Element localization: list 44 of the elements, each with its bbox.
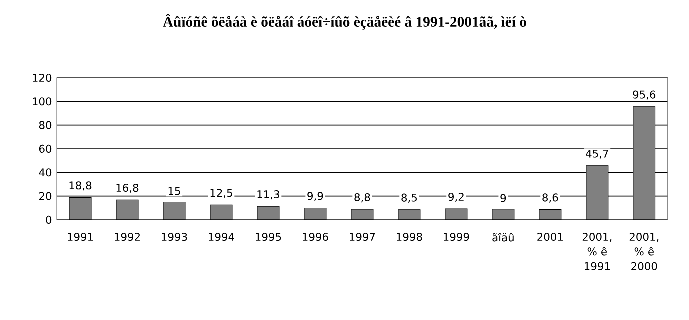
x-tick-label: 1996 [303, 233, 328, 242]
x-tick-label: ãîäû [492, 233, 514, 242]
x-tick-label: 1999 [444, 233, 470, 242]
data-label: 8,8 [354, 193, 370, 203]
bar [163, 202, 186, 220]
y-tick-label: 100 [33, 98, 52, 106]
data-label: 8,5 [402, 194, 417, 203]
bar [539, 210, 562, 220]
bar [398, 210, 421, 220]
x-tick-label: 1998 [397, 233, 422, 242]
data-label: 9 [500, 194, 506, 202]
bar [445, 208, 468, 220]
bar [210, 204, 233, 220]
x-tick-label: 2001, % ê 2000 [630, 233, 659, 270]
x-tick-label: 1993 [162, 233, 188, 242]
y-tick-label: 0 [46, 216, 52, 224]
x-tick-label: 1994 [209, 233, 234, 242]
x-tick-label: 1997 [350, 233, 376, 242]
data-label: 95,6 [633, 90, 656, 100]
data-label: 15 [168, 187, 180, 196]
bar [116, 200, 139, 220]
bar [492, 209, 515, 220]
data-label: 9,9 [308, 192, 324, 202]
y-tick-label: 120 [33, 74, 52, 82]
data-label: 9,2 [448, 193, 464, 202]
y-tick-label: 80 [39, 121, 52, 130]
x-tick-label: 1991 [68, 233, 94, 242]
data-label: 16,8 [116, 184, 139, 194]
bar [304, 208, 327, 220]
data-label: 8,6 [542, 194, 558, 203]
y-tick-label: 40 [39, 168, 52, 177]
data-label: 45,7 [586, 150, 608, 159]
data-label: 12,5 [210, 189, 232, 198]
bar [257, 206, 280, 220]
chart-title: Âûïóñê õëåáà è õëåáî áóëî÷íûõ èçäåëèé â 1991-2001ãã, ìëí ò [163, 14, 526, 30]
x-tick-label: 2001 [538, 233, 563, 242]
x-tick-label: 1992 [115, 233, 140, 242]
x-tick-label: 1995 [256, 233, 282, 242]
bar [351, 209, 374, 220]
data-label: 11,3 [258, 190, 280, 200]
data-label: 18,8 [70, 182, 92, 191]
y-tick-label: 60 [39, 144, 52, 154]
y-tick-label: 20 [39, 192, 52, 200]
x-tick-label: 2001, % ê 1991 [582, 233, 612, 270]
